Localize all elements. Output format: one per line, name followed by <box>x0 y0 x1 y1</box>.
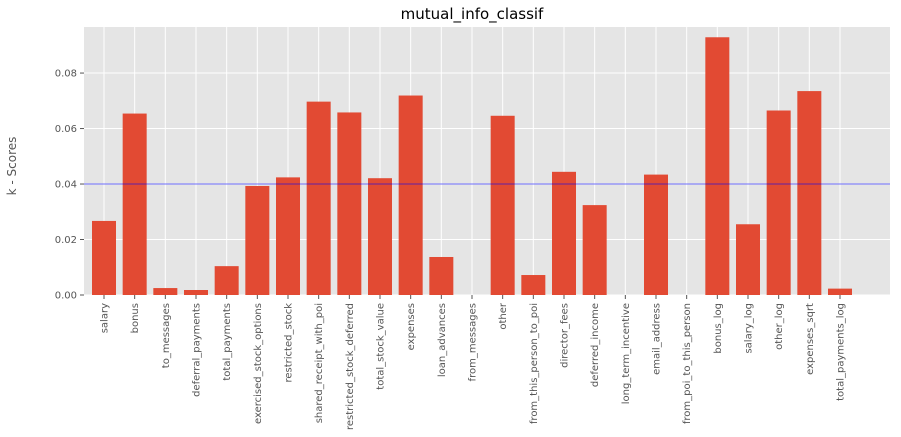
bar-restricted_stock <box>276 177 300 295</box>
bar-other <box>490 115 515 295</box>
y-tick-label: 0.04 <box>55 180 77 191</box>
bar-director_fees <box>552 171 576 295</box>
x-tick-label-other_log: other_log <box>774 303 785 350</box>
x-tick-label-deferral_payments: deferral_payments <box>192 303 203 397</box>
x-tick-label-salary: salary <box>100 303 111 333</box>
bar-deferral_payments <box>184 290 208 295</box>
y-tick-label: 0.00 <box>55 291 77 302</box>
bar-exercised_stock_options <box>245 185 270 295</box>
bar-total_stock_value <box>368 178 392 295</box>
x-tick-label-director_fees: director_fees <box>560 303 571 368</box>
y-axis-label: k - Scores <box>5 137 19 196</box>
y-axis-ticks: 0.00 0.02 0.04 0.06 0.08 <box>55 69 84 302</box>
x-tick-label-bonus_log: bonus_log <box>713 303 724 354</box>
y-tick-label: 0.08 <box>55 69 77 80</box>
x-tick-label-expenses: expenses <box>406 303 417 350</box>
bar-total_payments_log <box>828 288 852 295</box>
x-tick-label-total_payments_log: total_payments_log <box>836 303 847 401</box>
x-tick-label-email_address: email_address <box>652 303 663 375</box>
x-tick-label-shared_receipt_with_poi: shared_receipt_with_poi <box>314 303 325 423</box>
bar-bonus_log <box>705 37 730 295</box>
bar-total_payments <box>214 266 239 295</box>
x-tick-label-exercised_stock_options: exercised_stock_options <box>253 303 264 424</box>
x-tick-label-restricted_stock: restricted_stock <box>284 303 295 383</box>
x-tick-label-restricted_stock_deferred: restricted_stock_deferred <box>345 303 356 430</box>
bar-salary_log <box>736 224 760 295</box>
x-tick-label-to_messages: to_messages <box>161 303 172 368</box>
chart-title: mutual_info_classif <box>401 5 544 24</box>
bar-email_address <box>644 174 668 295</box>
x-axis-ticks: salary bonus to_messages deferral_payments t… <box>100 295 847 430</box>
x-tick-label-other: other <box>498 302 509 330</box>
bar-other_log <box>766 110 791 295</box>
y-tick-label: 0.02 <box>55 235 77 246</box>
bar-from_this_person_to_poi <box>521 275 546 295</box>
bar-to_messages <box>153 288 178 295</box>
bar-shared_receipt_with_poi <box>306 101 331 296</box>
x-tick-label-bonus: bonus <box>130 303 141 333</box>
x-tick-label-from_messages: from_messages <box>468 303 479 381</box>
x-tick-label-long_term_incentive: long_term_incentive <box>621 303 632 404</box>
bar-restricted_stock_deferred <box>337 112 362 295</box>
x-tick-label-from_this_person_to_poi: from_this_person_to_poi <box>529 303 540 424</box>
x-tick-label-salary_log: salary_log <box>744 303 755 354</box>
bar-bonus <box>122 113 147 295</box>
bar-deferred_income <box>582 205 607 295</box>
x-tick-label-deferred_income: deferred_income <box>590 303 601 387</box>
bar-expenses <box>398 95 423 295</box>
x-tick-label-loan_advances: loan_advances <box>437 303 448 377</box>
bars <box>92 37 852 296</box>
x-tick-label-total_stock_value: total_stock_value <box>376 303 387 390</box>
bar-salary <box>92 220 116 295</box>
y-tick-label: 0.06 <box>55 124 77 135</box>
x-tick-label-from_poi_to_this_person: from_poi_to_this_person <box>682 303 693 424</box>
bar-expenses_sqrt <box>797 91 822 295</box>
bar-loan_advances <box>429 256 454 295</box>
x-tick-label-total_payments: total_payments <box>222 303 233 381</box>
x-tick-label-expenses_sqrt: expenses_sqrt <box>805 303 816 375</box>
